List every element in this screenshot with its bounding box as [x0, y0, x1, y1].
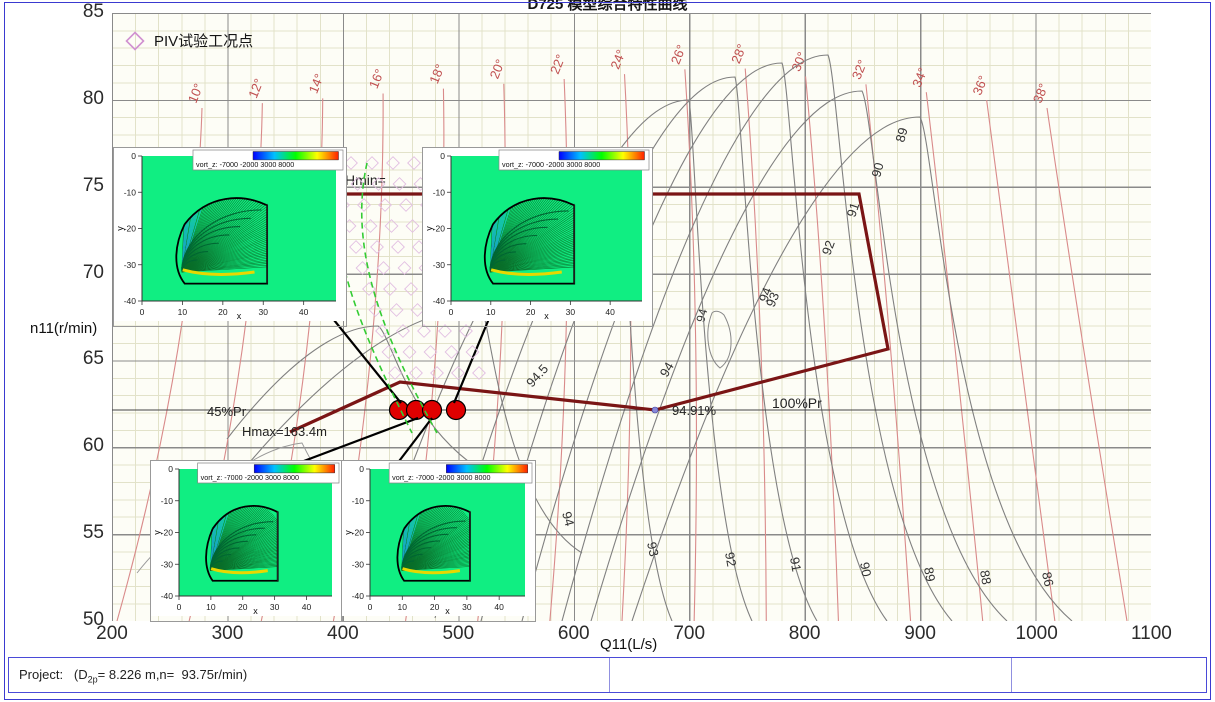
svg-text:32°: 32° [849, 58, 870, 82]
svg-text:0: 0 [368, 602, 373, 612]
svg-text:y: y [115, 226, 125, 231]
svg-text:88: 88 [977, 569, 994, 586]
svg-text:20: 20 [218, 307, 228, 317]
svg-text:x: x [544, 311, 549, 321]
svg-text:-30: -30 [352, 559, 365, 569]
svg-text:89: 89 [892, 126, 910, 144]
svg-text:-40: -40 [433, 296, 446, 306]
svg-text:-40: -40 [124, 296, 137, 306]
svg-text:94: 94 [559, 510, 577, 528]
svg-text:0: 0 [177, 602, 182, 612]
svg-text:-20: -20 [124, 224, 137, 234]
svg-text:26°: 26° [668, 43, 689, 67]
svg-text:86: 86 [1039, 571, 1057, 588]
svg-text:24°: 24° [607, 47, 628, 71]
svg-text:94.91%: 94.91% [672, 403, 717, 418]
svg-text:Hmax=163.4m: Hmax=163.4m [242, 424, 327, 439]
svg-text:20°: 20° [487, 57, 508, 81]
svg-text:38°: 38° [1030, 81, 1051, 105]
svg-text:16°: 16° [366, 67, 387, 91]
svg-text:-30: -30 [124, 260, 137, 270]
svg-text:-30: -30 [161, 559, 174, 569]
svg-text:x: x [253, 606, 258, 616]
svg-text:0: 0 [140, 307, 145, 317]
svg-text:34°: 34° [909, 65, 930, 89]
svg-text:vort_z: -7000 -2000 3000 8: vort_z: -7000 -2000 3000 8000 [201, 473, 299, 482]
svg-text:-40: -40 [161, 591, 174, 601]
svg-text:y: y [343, 530, 353, 535]
svg-text:0: 0 [449, 307, 454, 317]
svg-text:91: 91 [787, 556, 804, 573]
svg-text:89: 89 [921, 566, 938, 583]
svg-text:0: 0 [131, 151, 136, 161]
svg-text:-20: -20 [352, 528, 365, 538]
svg-text:20: 20 [430, 602, 440, 612]
svg-text:y: y [152, 530, 162, 535]
svg-text:vort_z: -7000 -2000 3000 8: vort_z: -7000 -2000 3000 8000 [392, 473, 490, 482]
svg-text:vort_z: -7000 -2000 3000 8: vort_z: -7000 -2000 3000 8000 [502, 160, 600, 169]
svg-text:22°: 22° [547, 52, 568, 76]
svg-text:100%Pr: 100%Pr [772, 395, 822, 411]
svg-text:40: 40 [302, 602, 312, 612]
svg-text:-10: -10 [161, 496, 174, 506]
svg-text:10: 10 [206, 602, 216, 612]
svg-text:20: 20 [238, 602, 248, 612]
svg-text:28°: 28° [728, 42, 749, 66]
svg-text:10: 10 [178, 307, 188, 317]
svg-text:y: y [424, 226, 434, 231]
svg-text:12°: 12° [245, 76, 266, 100]
svg-text:x: x [237, 311, 242, 321]
svg-text:40: 40 [605, 307, 615, 317]
svg-text:10°: 10° [185, 81, 206, 105]
svg-text:-30: -30 [433, 260, 446, 270]
svg-text:10: 10 [486, 307, 496, 317]
svg-text:30: 30 [270, 602, 280, 612]
svg-text:0: 0 [440, 151, 445, 161]
svg-text:-10: -10 [352, 496, 365, 506]
svg-text:0: 0 [168, 464, 173, 474]
svg-text:92: 92 [722, 551, 739, 568]
svg-text:18°: 18° [426, 62, 447, 86]
svg-text:-10: -10 [124, 187, 137, 197]
svg-text:10: 10 [398, 602, 408, 612]
svg-text:14°: 14° [306, 72, 327, 96]
svg-text:94: 94 [657, 359, 677, 379]
svg-text:40: 40 [299, 307, 309, 317]
svg-text:90: 90 [868, 161, 886, 179]
svg-text:90: 90 [857, 561, 874, 578]
svg-text:30: 30 [462, 602, 472, 612]
svg-text:92: 92 [819, 238, 838, 257]
svg-text:PIV试验工况点: PIV试验工况点 [154, 33, 253, 50]
svg-text:0: 0 [359, 464, 364, 474]
svg-text:vort_z: -7000 -2000 3000 8: vort_z: -7000 -2000 3000 8000 [196, 160, 294, 169]
svg-text:20: 20 [526, 307, 536, 317]
svg-text:x: x [445, 606, 450, 616]
svg-text:36°: 36° [970, 73, 991, 97]
svg-text:-20: -20 [433, 224, 446, 234]
svg-text:93: 93 [644, 541, 662, 558]
svg-text:30: 30 [566, 307, 576, 317]
svg-text:30: 30 [259, 307, 269, 317]
svg-text:-40: -40 [352, 591, 365, 601]
svg-text:40: 40 [494, 602, 504, 612]
svg-text:-20: -20 [161, 528, 174, 538]
svg-text:-10: -10 [433, 187, 446, 197]
svg-text:45%Pr: 45%Pr [207, 404, 247, 419]
svg-text:94.5: 94.5 [523, 361, 551, 390]
